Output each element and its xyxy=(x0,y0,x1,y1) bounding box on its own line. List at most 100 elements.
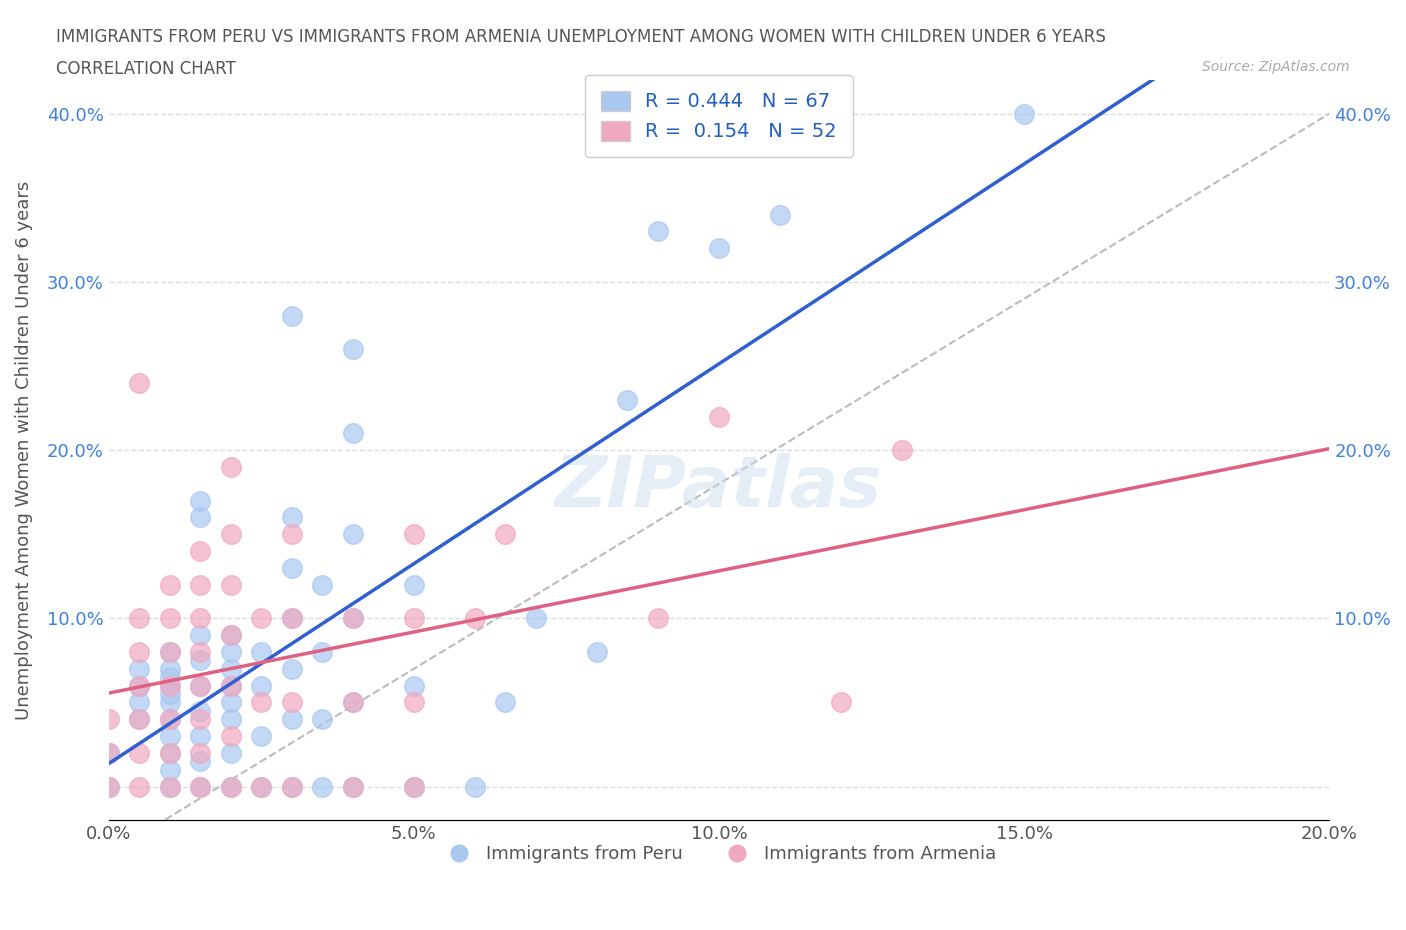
Point xyxy=(402,578,425,592)
Point xyxy=(219,695,242,710)
Point xyxy=(402,695,425,710)
Point xyxy=(159,678,181,693)
Point xyxy=(188,678,211,693)
Point xyxy=(402,779,425,794)
Point xyxy=(188,711,211,726)
Point xyxy=(342,779,364,794)
Point xyxy=(342,611,364,626)
Point xyxy=(159,729,181,744)
Point xyxy=(280,308,302,323)
Point xyxy=(342,695,364,710)
Point xyxy=(128,746,150,761)
Point xyxy=(464,779,486,794)
Point xyxy=(342,526,364,541)
Point xyxy=(280,779,302,794)
Point xyxy=(188,510,211,525)
Point xyxy=(159,695,181,710)
Point xyxy=(311,644,333,659)
Point xyxy=(128,711,150,726)
Text: Source: ZipAtlas.com: Source: ZipAtlas.com xyxy=(1202,60,1350,74)
Point xyxy=(280,711,302,726)
Point xyxy=(280,611,302,626)
Point xyxy=(494,695,516,710)
Point xyxy=(188,578,211,592)
Point xyxy=(402,678,425,693)
Point xyxy=(219,526,242,541)
Point xyxy=(159,711,181,726)
Point xyxy=(219,678,242,693)
Point xyxy=(280,695,302,710)
Point xyxy=(97,779,120,794)
Point xyxy=(128,779,150,794)
Point xyxy=(707,409,730,424)
Y-axis label: Unemployment Among Women with Children Under 6 years: Unemployment Among Women with Children U… xyxy=(15,180,32,720)
Point xyxy=(97,711,120,726)
Point xyxy=(219,729,242,744)
Point xyxy=(342,695,364,710)
Point xyxy=(250,779,273,794)
Point xyxy=(219,628,242,643)
Point xyxy=(97,746,120,761)
Point xyxy=(250,779,273,794)
Point xyxy=(128,678,150,693)
Point xyxy=(616,392,638,407)
Point xyxy=(402,611,425,626)
Point xyxy=(188,678,211,693)
Point xyxy=(188,729,211,744)
Point xyxy=(159,779,181,794)
Point xyxy=(219,644,242,659)
Point xyxy=(647,224,669,239)
Point xyxy=(188,746,211,761)
Point xyxy=(188,653,211,668)
Text: IMMIGRANTS FROM PERU VS IMMIGRANTS FROM ARMENIA UNEMPLOYMENT AMONG WOMEN WITH CH: IMMIGRANTS FROM PERU VS IMMIGRANTS FROM … xyxy=(56,28,1107,46)
Point xyxy=(159,670,181,684)
Text: ZIPatlas: ZIPatlas xyxy=(555,453,883,522)
Point xyxy=(280,611,302,626)
Point xyxy=(128,376,150,391)
Point xyxy=(250,611,273,626)
Point xyxy=(647,611,669,626)
Point xyxy=(159,678,181,693)
Point xyxy=(219,628,242,643)
Point xyxy=(769,207,792,222)
Point xyxy=(159,711,181,726)
Point xyxy=(280,661,302,676)
Point xyxy=(128,711,150,726)
Point xyxy=(128,644,150,659)
Point xyxy=(280,779,302,794)
Point xyxy=(219,678,242,693)
Point xyxy=(280,510,302,525)
Point xyxy=(159,763,181,777)
Point xyxy=(219,746,242,761)
Point xyxy=(219,459,242,474)
Point xyxy=(311,779,333,794)
Point xyxy=(250,644,273,659)
Point xyxy=(280,526,302,541)
Point xyxy=(159,644,181,659)
Point xyxy=(128,678,150,693)
Point xyxy=(586,644,609,659)
Point xyxy=(97,779,120,794)
Point xyxy=(159,686,181,701)
Legend: Immigrants from Peru, Immigrants from Armenia: Immigrants from Peru, Immigrants from Ar… xyxy=(434,838,1004,870)
Point xyxy=(464,611,486,626)
Point xyxy=(830,695,852,710)
Point xyxy=(402,779,425,794)
Point xyxy=(524,611,547,626)
Point xyxy=(342,779,364,794)
Point xyxy=(494,526,516,541)
Point xyxy=(219,711,242,726)
Text: CORRELATION CHART: CORRELATION CHART xyxy=(56,60,236,78)
Point xyxy=(128,611,150,626)
Point xyxy=(342,611,364,626)
Point xyxy=(159,779,181,794)
Point xyxy=(159,746,181,761)
Point xyxy=(128,695,150,710)
Point xyxy=(188,779,211,794)
Point xyxy=(159,611,181,626)
Point xyxy=(402,526,425,541)
Point xyxy=(891,443,914,458)
Point xyxy=(188,754,211,769)
Point xyxy=(188,611,211,626)
Point xyxy=(250,678,273,693)
